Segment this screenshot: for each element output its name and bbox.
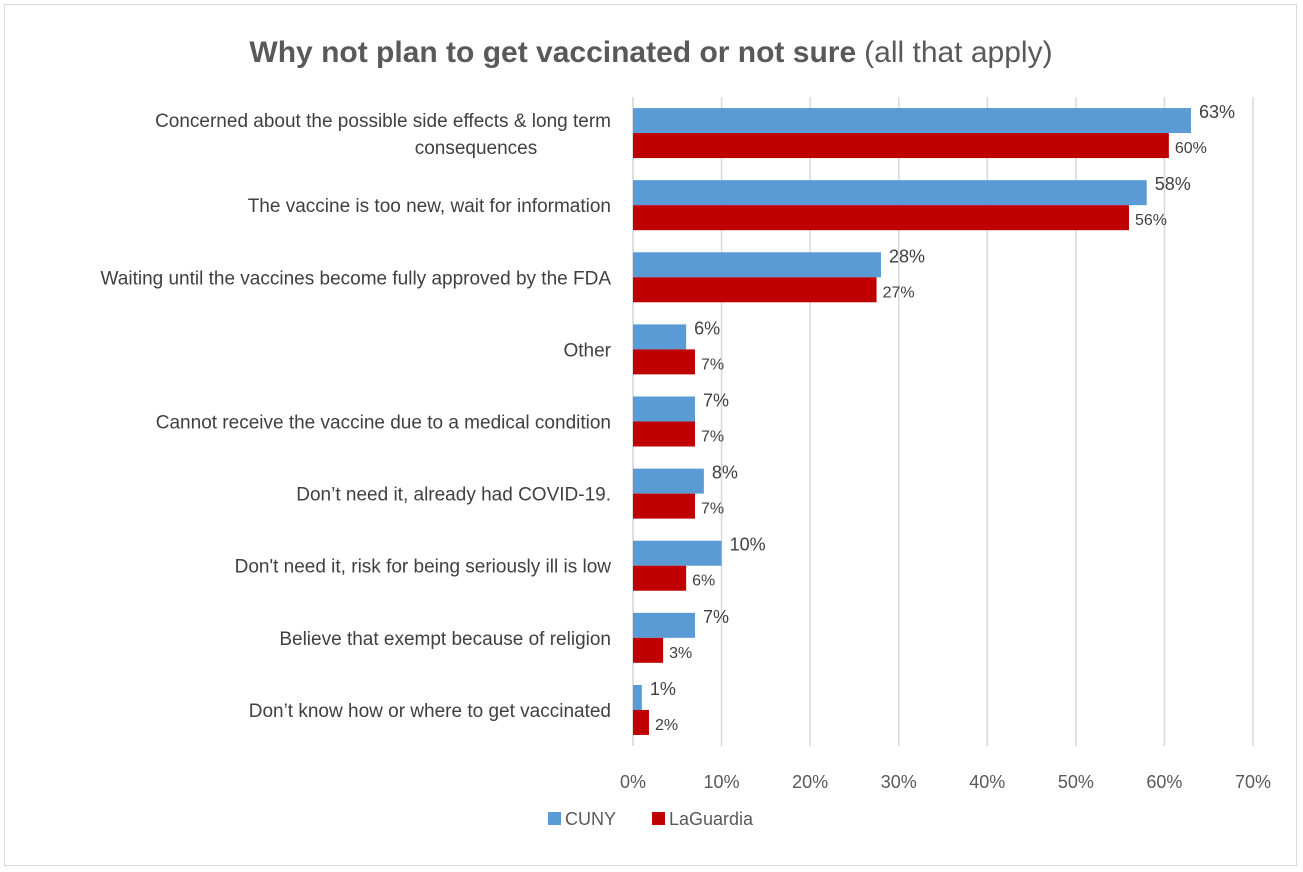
x-axis-ticks: 0% 10% 20% 30% 40% 50% 60% 70% (620, 772, 1271, 792)
category-label: Believe that exempt because of religion (279, 629, 611, 650)
bar-cuny (633, 396, 695, 422)
data-label-laguardia: 27% (883, 284, 915, 301)
category-label: Don't need it, risk for being seriously … (235, 557, 612, 578)
legend-label-cuny: CUNY (565, 809, 616, 829)
x-tick-label: 50% (1058, 772, 1094, 792)
data-label-cuny: 28% (889, 246, 925, 266)
x-tick-label: 10% (704, 772, 740, 792)
bar-laguardia (633, 349, 695, 375)
data-label-laguardia: 6% (692, 573, 715, 590)
data-label-laguardia: 7% (701, 356, 724, 373)
data-label-laguardia: 2% (655, 717, 678, 734)
category-label-line: consequences (415, 138, 538, 159)
category-label: Cannot receive the vaccine due to a medi… (156, 413, 611, 434)
data-label-cuny: 8% (712, 463, 738, 483)
bar-cuny (633, 324, 687, 350)
bar-laguardia (633, 565, 687, 591)
chart-title: Why not plan to get vaccinated or not su… (249, 36, 1052, 69)
category-label: Waiting until the vaccines become fully … (101, 268, 612, 289)
x-tick-label: 40% (969, 772, 1005, 792)
chart-title-suffix: (all that apply) (864, 36, 1052, 69)
data-label-cuny: 1% (650, 679, 676, 699)
data-label-cuny: 10% (730, 535, 766, 555)
category-label: Don’t need it, already had COVID-19. (296, 485, 611, 506)
bar-laguardia (633, 133, 1169, 159)
category-label-line: Concerned about the possible side effect… (155, 111, 611, 132)
data-label-cuny: 58% (1155, 174, 1191, 194)
data-labels: 63% 60% 58% 56% 28% 27% 6% 7% 7% 7% 8% 7% 10% 6% 7% 3% 1… (650, 102, 1235, 734)
data-label-laguardia: 60% (1175, 140, 1207, 157)
category-label: The vaccine is too new, wait for informa… (248, 196, 611, 217)
x-tick-label: 30% (881, 772, 917, 792)
bar-laguardia (633, 709, 649, 735)
data-label-laguardia: 3% (669, 645, 692, 662)
category-label: Other (563, 340, 611, 361)
bar-cuny (633, 684, 642, 710)
data-label-laguardia: 56% (1135, 212, 1167, 229)
x-tick-label: 0% (620, 772, 646, 792)
x-tick-label: 20% (792, 772, 828, 792)
data-label-laguardia: 7% (701, 429, 724, 446)
data-label-cuny: 63% (1199, 102, 1235, 122)
bar-cuny (633, 252, 881, 278)
legend-label-laguardia: LaGuardia (669, 809, 754, 829)
category-label: Concerned about the possible side effect… (155, 111, 611, 159)
x-tick-label: 60% (1146, 772, 1182, 792)
x-tick-label: 70% (1235, 772, 1271, 792)
data-label-laguardia: 7% (701, 501, 724, 518)
data-label-cuny: 7% (703, 607, 729, 627)
bar-cuny (633, 180, 1147, 206)
bar-cuny (633, 108, 1191, 134)
bar-cuny (633, 468, 704, 494)
chart-title-main: Why not plan to get vaccinated or not su… (249, 36, 856, 69)
data-label-cuny: 6% (694, 318, 720, 338)
legend-swatch-cuny (548, 812, 561, 825)
data-label-cuny: 7% (703, 391, 729, 411)
bar-laguardia (633, 277, 877, 303)
bar-laguardia (633, 205, 1129, 231)
bar-cuny (633, 612, 695, 638)
legend: CUNY LaGuardia (548, 809, 754, 829)
legend-swatch-laguardia (652, 812, 665, 825)
bar-laguardia (633, 637, 664, 663)
bar-laguardia (633, 421, 695, 447)
category-label: Don’t know how or where to get vaccinate… (249, 701, 611, 722)
bars (633, 108, 1191, 735)
category-labels: Concerned about the possible side effect… (101, 111, 612, 722)
bar-cuny (633, 540, 722, 566)
bar-laguardia (633, 493, 695, 519)
